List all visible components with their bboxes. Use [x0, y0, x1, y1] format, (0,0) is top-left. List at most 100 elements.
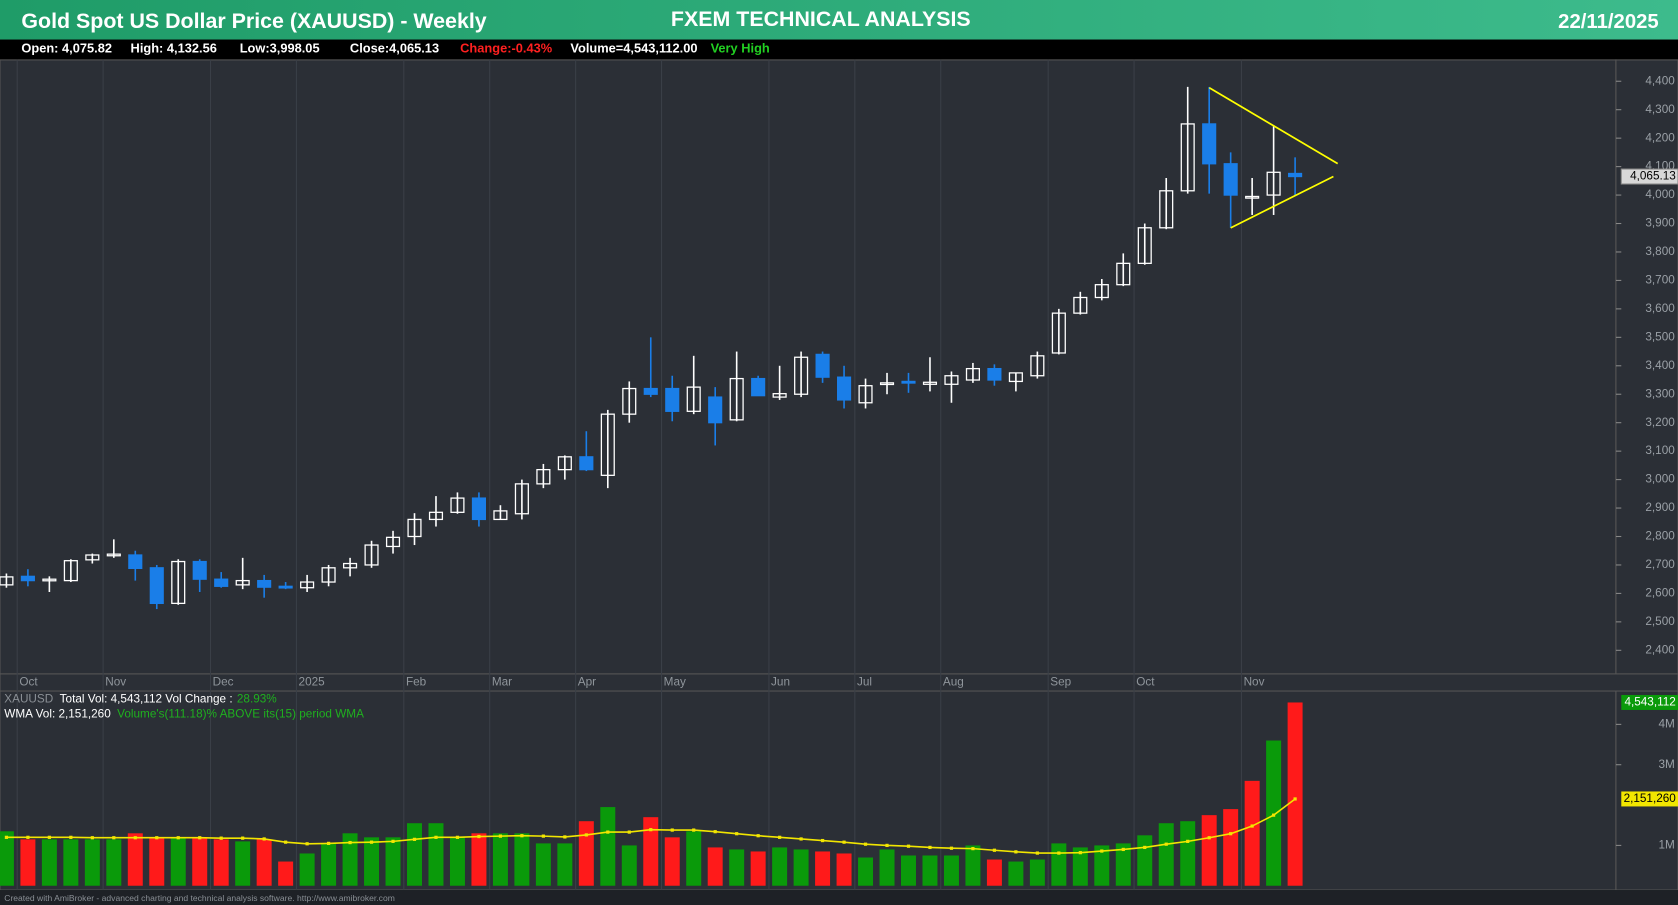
wma-point [563, 835, 567, 839]
info-high: High: 4,132.56 [131, 41, 217, 56]
x-tick-label: May [664, 676, 686, 689]
y-tick-label: 2,400 [1645, 643, 1675, 656]
volume-bar [1180, 821, 1196, 886]
y-tick-label: 4,000 [1645, 188, 1675, 201]
y-tick-label: 4,200 [1645, 131, 1675, 144]
volume-bar [213, 839, 229, 886]
wma-point [541, 834, 545, 838]
volume-bar [1029, 859, 1045, 886]
info-volume-level: Very High [711, 41, 770, 56]
volume-bar [557, 843, 573, 886]
volume-bar [342, 833, 358, 886]
info-open: Open: 4,075.82 [21, 41, 112, 56]
candle-body [493, 510, 508, 521]
wma-point [863, 842, 868, 846]
volume-bar [836, 853, 852, 886]
footer-bar [0, 890, 1678, 905]
candle-body [858, 385, 873, 404]
wma-point [498, 834, 503, 838]
volume-bar [1137, 835, 1153, 886]
volume-bar [449, 837, 465, 886]
candle-body [235, 579, 250, 586]
candle-body [300, 581, 315, 589]
volume-bar [750, 851, 766, 886]
volume-bar [621, 845, 637, 886]
y-tick-label: 3M [1658, 758, 1674, 771]
y-tick-label: 4M [1658, 717, 1674, 730]
volume-bar [858, 857, 874, 886]
wma-point [1057, 851, 1061, 855]
wma-point [1143, 845, 1147, 850]
subtitle: FXEM TECHNICAL ANALYSIS [671, 7, 971, 31]
candle-body [1266, 171, 1281, 196]
y-tick-label: 4,300 [1645, 103, 1675, 116]
wma-point [670, 828, 674, 832]
volume-bar [943, 855, 959, 886]
x-tick-label: Jul [857, 676, 872, 689]
wma-point [778, 835, 782, 839]
y-tick-label: 2,500 [1645, 615, 1675, 628]
candle-body [1159, 190, 1174, 229]
volume-bar [299, 853, 315, 886]
candle-body [514, 483, 529, 515]
y-tick-label: 2,800 [1645, 530, 1675, 543]
volume-bar [0, 831, 14, 886]
info-volume: Volume=4,543,112.00 [570, 41, 697, 56]
candle-body [1051, 312, 1066, 354]
wma-point [241, 836, 245, 840]
date-axis [0, 673, 1678, 692]
wma-point [606, 830, 610, 834]
candle-body [106, 553, 121, 557]
candle-body [20, 575, 35, 582]
header-bar [0, 0, 1678, 40]
wma-point [26, 835, 30, 839]
wma-point [1035, 851, 1039, 855]
volume-bar [235, 841, 251, 886]
x-tick-label: Oct [19, 676, 38, 689]
legend-wma: WMA Vol: 2,151,260 [4, 708, 111, 721]
pattern-line [1208, 86, 1339, 165]
wma-point [1207, 836, 1211, 840]
candle-body [1202, 123, 1217, 165]
volume-bar [1072, 847, 1088, 886]
wma-point [992, 848, 997, 852]
wma-point [155, 836, 159, 840]
x-tick-label: Apr [578, 676, 596, 689]
candle-body [686, 386, 701, 412]
y-tick-label: 3,700 [1645, 274, 1675, 287]
wma-point [842, 840, 846, 844]
y-tick-label: 3,300 [1645, 387, 1675, 400]
wma-point [198, 836, 202, 840]
candle-body [600, 413, 615, 476]
wma-point [1121, 847, 1125, 852]
wma-point [735, 832, 739, 836]
candle-body [450, 497, 465, 513]
volume-bar [1094, 845, 1110, 886]
volume-bar [385, 837, 401, 886]
y-tick-label: 3,000 [1645, 473, 1675, 486]
candle-body [557, 456, 572, 471]
volume-bar [1201, 815, 1217, 886]
wma-point [1293, 797, 1297, 801]
candle-body [815, 353, 830, 378]
legend-note: Volume's(111.18)% ABOVE its(15) period W… [117, 708, 364, 721]
triangle-pattern [1208, 86, 1339, 229]
date: 22/11/2025 [1558, 11, 1659, 33]
info-change: Change:-0.43% [460, 41, 553, 56]
volume-bar [20, 839, 36, 886]
candle-body [42, 578, 57, 582]
volume-bar [707, 847, 723, 886]
candle-body [879, 382, 895, 386]
volume-bar [815, 851, 831, 886]
wma-point [1014, 850, 1018, 854]
x-tick-label: Feb [406, 676, 427, 689]
wma-point [906, 844, 911, 848]
x-tick-label: Nov [105, 676, 126, 689]
candle-body [428, 511, 444, 521]
volume-bar [1051, 843, 1067, 886]
x-tick-label: Nov [1244, 676, 1265, 689]
candle-body [987, 367, 1002, 381]
volume-bar [1008, 861, 1024, 886]
wma-point [949, 846, 954, 850]
